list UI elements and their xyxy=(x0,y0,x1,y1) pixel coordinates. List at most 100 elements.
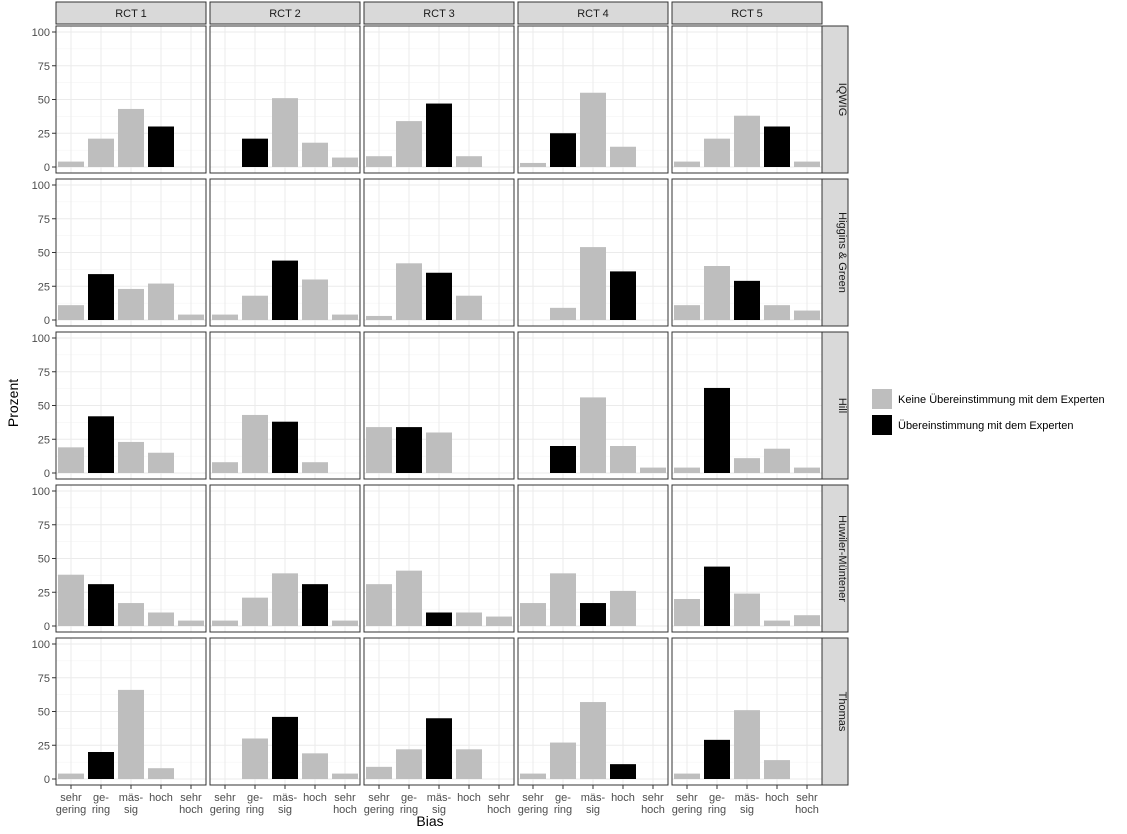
panel xyxy=(671,331,823,480)
bar-no-match xyxy=(456,612,482,626)
x-tick-label: gering xyxy=(518,804,549,816)
bar-no-match xyxy=(332,620,358,626)
bar-match xyxy=(272,716,298,779)
bar-no-match xyxy=(580,92,606,167)
x-tick-label: ge- xyxy=(247,792,263,804)
x-tick-label: ring xyxy=(400,804,418,816)
panel xyxy=(517,178,669,327)
bar-match xyxy=(88,274,114,320)
bar-match xyxy=(704,387,730,473)
bar-no-match xyxy=(148,768,174,779)
bar-no-match xyxy=(58,773,84,779)
facet-strip-row-label: Hill xyxy=(836,398,848,413)
bar-no-match xyxy=(396,121,422,167)
bar-no-match xyxy=(640,467,666,473)
x-tick-label: mäs- xyxy=(273,792,298,804)
bar-no-match xyxy=(302,142,328,167)
x-tick-label: hoch xyxy=(457,792,481,804)
y-tick-label: 25 xyxy=(38,587,50,599)
bar-match xyxy=(610,764,636,779)
y-axis-title: Prozent xyxy=(5,379,21,427)
bar-no-match xyxy=(550,742,576,779)
y-tick-label: 50 xyxy=(38,707,50,719)
bar-no-match xyxy=(520,773,546,779)
bar-match xyxy=(242,138,268,167)
bar-no-match xyxy=(148,612,174,626)
bar-no-match xyxy=(58,447,84,473)
x-tick-label: sehr xyxy=(522,792,544,804)
bar-no-match xyxy=(610,590,636,626)
facet-strip-label: RCT 4 xyxy=(577,8,609,20)
facet-strip-row xyxy=(821,637,849,786)
bar-match xyxy=(88,584,114,626)
bar-no-match xyxy=(764,620,790,626)
x-tick-label: hoch xyxy=(641,804,665,816)
bar-no-match xyxy=(242,295,268,320)
facet-strip-label: RCT 2 xyxy=(269,8,301,20)
legend-label: Keine Übereinstimmung mit dem Experten xyxy=(898,394,1105,406)
x-tick-label: mäs- xyxy=(735,792,760,804)
bar-no-match xyxy=(366,427,392,473)
bar-match xyxy=(302,584,328,626)
bar-no-match xyxy=(550,573,576,626)
y-tick-label: 0 xyxy=(44,315,50,327)
panel xyxy=(363,25,515,174)
bar-no-match xyxy=(118,689,144,779)
y-tick-label: 100 xyxy=(32,639,50,651)
x-tick-label: ring xyxy=(554,804,572,816)
panel-border xyxy=(209,25,361,174)
x-tick-label: hoch xyxy=(333,804,357,816)
bar-no-match xyxy=(456,156,482,167)
bar-no-match xyxy=(178,314,204,320)
panel xyxy=(209,331,361,480)
bar-no-match xyxy=(426,432,452,473)
x-tick-label: mäs- xyxy=(581,792,606,804)
facet-strip-row xyxy=(821,484,849,633)
bar-no-match xyxy=(674,773,700,779)
x-tick-label: sehr xyxy=(60,792,82,804)
bar-match xyxy=(550,446,576,473)
bar-match xyxy=(148,126,174,167)
bar-no-match xyxy=(486,616,512,626)
x-tick-label: sehr xyxy=(796,792,818,804)
bar-no-match xyxy=(212,314,238,320)
x-tick-label: sig xyxy=(278,804,292,816)
y-tick-label: 0 xyxy=(44,162,50,174)
x-tick-label: ge- xyxy=(401,792,417,804)
bar-no-match xyxy=(148,452,174,473)
bar-no-match xyxy=(58,305,84,320)
bar-no-match xyxy=(764,760,790,779)
bar-no-match xyxy=(366,584,392,626)
bar-no-match xyxy=(734,710,760,779)
y-tick-label: 75 xyxy=(38,214,50,226)
facet-strip-row-label: Thomas xyxy=(836,692,848,732)
bar-no-match xyxy=(580,702,606,779)
bar-match xyxy=(764,126,790,167)
panel: 0 25 50 75 100 xyxy=(32,484,207,633)
panel xyxy=(517,484,669,633)
panel xyxy=(363,178,515,327)
bar-no-match xyxy=(734,458,760,473)
y-tick-label: 50 xyxy=(38,401,50,413)
facet-strip-label: RCT 3 xyxy=(423,8,455,20)
bar-no-match xyxy=(610,146,636,167)
bar-no-match xyxy=(212,620,238,626)
bar-no-match xyxy=(456,295,482,320)
y-tick-label: 25 xyxy=(38,128,50,140)
legend-label: Übereinstimmung mit dem Experten xyxy=(898,420,1073,432)
bar-no-match xyxy=(148,283,174,320)
bar-no-match xyxy=(332,773,358,779)
x-tick-label: sehr xyxy=(368,792,390,804)
panel-border xyxy=(517,331,669,480)
bar-match xyxy=(272,260,298,320)
x-tick-label: sig xyxy=(740,804,754,816)
bar-no-match xyxy=(520,603,546,626)
facet-strip-row xyxy=(821,178,849,327)
x-tick-label: hoch xyxy=(303,792,327,804)
facet-strip-rct-5 xyxy=(671,1,823,25)
bar-no-match xyxy=(178,620,204,626)
x-tick-label: sehr xyxy=(642,792,664,804)
bar-no-match xyxy=(396,749,422,779)
